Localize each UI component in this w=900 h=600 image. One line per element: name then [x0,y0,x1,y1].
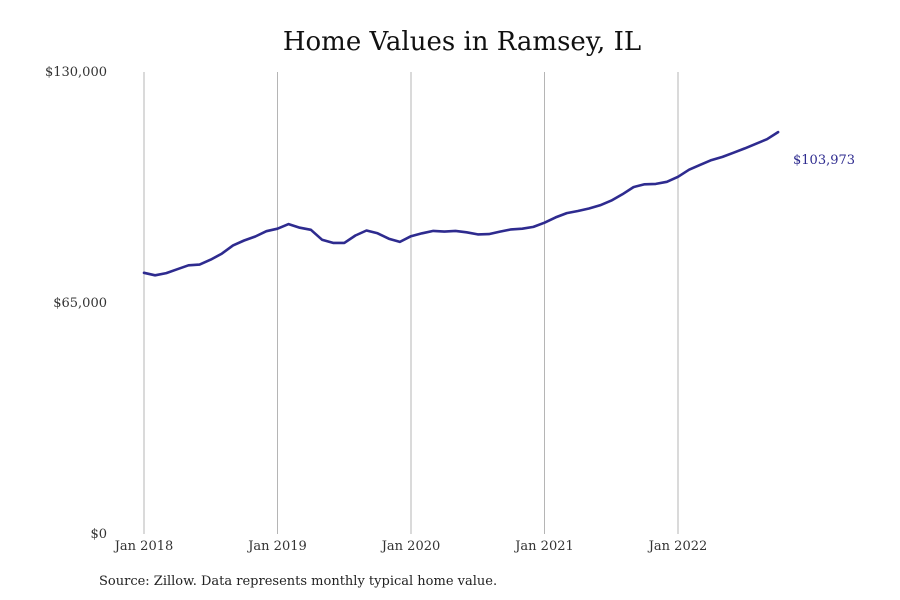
x-axis: Jan 2018 Jan 2019 Jan 2020 Jan 2021 Jan 2022 [113,539,708,554]
source-note: Source: Zillow. Data represents monthly … [99,574,497,589]
y-tick-label: $130,000 [45,65,107,80]
grid-layer [143,72,679,534]
x-tick-label: Jan 2021 [513,539,574,554]
y-tick-label: $65,000 [53,296,107,311]
x-tick-label: Jan 2019 [246,539,307,554]
series-line [142,130,780,277]
x-tick-label: Jan 2022 [647,539,708,554]
series-layer [142,130,780,277]
chart-title: Home Values in Ramsey, IL [283,27,641,57]
last-value-label: $103,973 [793,153,855,168]
x-tick-label: Jan 2018 [113,539,174,554]
y-tick-label: $0 [90,527,107,542]
x-tick-label: Jan 2020 [380,539,441,554]
y-axis: $0 $65,000 $130,000 [45,65,107,542]
